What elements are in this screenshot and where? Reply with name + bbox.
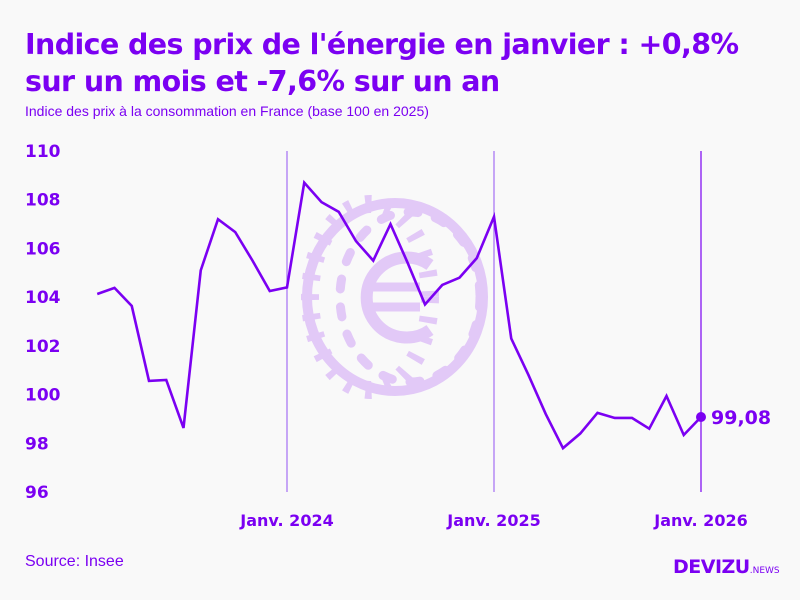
logo-main: DEVIZU	[673, 556, 750, 578]
series-line	[96, 179, 702, 451]
line-chart: 110 108 106 104 102 100 98 96 Janv. 2024 Janv. 2…	[25, 142, 771, 530]
last-point-marker	[696, 411, 706, 422]
y-tick-label: 106	[25, 239, 61, 259]
y-tick-label: 100	[25, 386, 61, 406]
x-tick-label: Janv. 2026	[653, 511, 747, 530]
y-tick-label: 108	[25, 191, 61, 211]
y-tick-label: 96	[25, 483, 49, 503]
logo-sub: .NEWS	[749, 566, 780, 576]
euro-coin-icon	[301, 195, 488, 399]
last-value-label: 99,08	[711, 407, 771, 429]
x-tick-label: Janv. 2025	[446, 511, 540, 530]
devizu-logo: DEVIZU.NEWS	[673, 556, 780, 578]
y-tick-label: 102	[25, 337, 61, 357]
x-tick-label: Janv. 2024	[239, 511, 333, 530]
y-tick-label: 104	[25, 288, 61, 308]
y-tick-label: 110	[25, 142, 61, 162]
chart-subtitle: Indice des prix à la consommation en Fra…	[25, 103, 429, 119]
y-tick-label: 98	[25, 434, 49, 454]
source-note: Source: Insee	[25, 553, 124, 570]
chart-title: Indice des prix de l'énergie en janvier …	[25, 28, 739, 98]
